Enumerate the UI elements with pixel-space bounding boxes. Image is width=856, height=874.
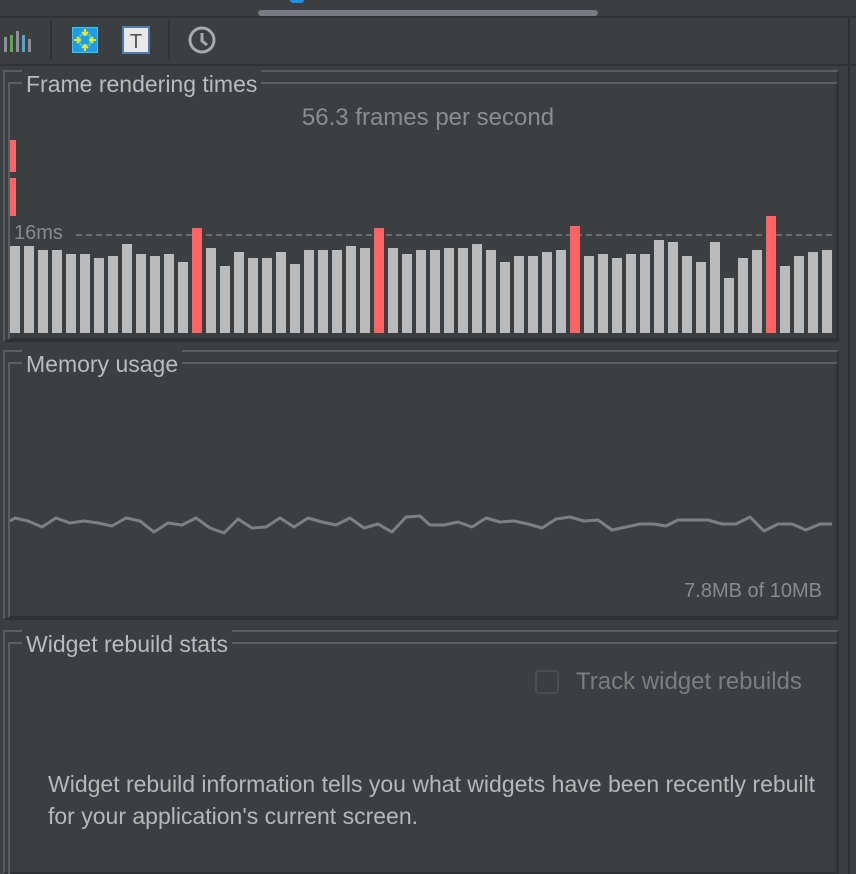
frame-bar[interactable] bbox=[556, 250, 566, 333]
frame-bar[interactable] bbox=[500, 262, 510, 333]
debug-paint-icon[interactable] bbox=[71, 26, 100, 54]
toolbar-separator bbox=[50, 20, 52, 60]
toolbar-separator bbox=[168, 20, 170, 60]
frame-bar[interactable] bbox=[808, 252, 818, 333]
frame-bar[interactable] bbox=[234, 252, 244, 333]
frame-bar[interactable] bbox=[822, 250, 832, 333]
frame-bar[interactable] bbox=[136, 254, 146, 333]
frame-bar[interactable] bbox=[290, 264, 300, 333]
frame-bar[interactable] bbox=[416, 250, 426, 333]
threshold-line bbox=[76, 234, 832, 236]
frame-bar[interactable] bbox=[486, 250, 496, 333]
frame-bar[interactable] bbox=[122, 244, 132, 333]
widget-panel-title: Widget rebuild stats bbox=[22, 630, 232, 658]
widget-panel-outline bbox=[3, 630, 839, 874]
frame-panel-outline bbox=[3, 70, 839, 342]
frame-bar[interactable] bbox=[332, 250, 342, 333]
frame-bar[interactable] bbox=[276, 252, 286, 333]
frame-bar[interactable] bbox=[248, 258, 258, 333]
frame-bar[interactable] bbox=[262, 258, 272, 333]
performance-overlay-icon[interactable] bbox=[4, 28, 32, 54]
frame-bar[interactable] bbox=[444, 248, 454, 333]
widget-rebuild-description: Widget rebuild information tells you wha… bbox=[48, 771, 816, 829]
track-widget-rebuilds-label[interactable]: Track widget rebuilds bbox=[576, 668, 802, 695]
text-baseline-icon[interactable]: T bbox=[122, 26, 150, 54]
frame-bar[interactable] bbox=[80, 254, 90, 333]
memory-panel: Memory usage bbox=[8, 350, 838, 618]
frame-bar[interactable] bbox=[458, 248, 468, 333]
frame-bar[interactable] bbox=[528, 256, 538, 333]
track-widget-rebuilds-checkbox[interactable] bbox=[535, 670, 559, 694]
memory-usage-text: 7.8MB of 10MB bbox=[684, 580, 822, 602]
frame-bar[interactable] bbox=[304, 250, 314, 333]
frame-bar[interactable] bbox=[710, 242, 720, 333]
frame-bar[interactable] bbox=[542, 252, 552, 333]
frame-bar[interactable] bbox=[668, 242, 678, 333]
frame-bar[interactable] bbox=[738, 258, 748, 333]
frame-bar[interactable] bbox=[794, 256, 804, 333]
frame-bar[interactable] bbox=[374, 228, 384, 333]
frame-bar[interactable] bbox=[346, 246, 356, 333]
frame-bar[interactable] bbox=[724, 278, 734, 333]
memory-panel-outline bbox=[3, 350, 839, 620]
frame-bar[interactable] bbox=[360, 248, 370, 333]
frame-bar[interactable] bbox=[430, 250, 440, 333]
frame-bar[interactable] bbox=[150, 256, 160, 333]
frame-bar[interactable] bbox=[178, 262, 188, 333]
top-tab-strip bbox=[0, 0, 856, 18]
frame-bar[interactable] bbox=[206, 248, 216, 333]
frame-bar[interactable] bbox=[220, 266, 230, 333]
frame-bar[interactable] bbox=[318, 250, 328, 333]
slow-animations-icon[interactable] bbox=[188, 26, 216, 54]
offscale-jank-marker bbox=[10, 178, 16, 216]
frame-bar[interactable] bbox=[192, 228, 202, 333]
frame-bar[interactable] bbox=[584, 256, 594, 333]
frame-bar[interactable] bbox=[38, 250, 48, 333]
frame-bar[interactable] bbox=[766, 216, 776, 333]
frame-bar[interactable] bbox=[752, 250, 762, 333]
frame-bar[interactable] bbox=[682, 256, 692, 333]
frame-bar[interactable] bbox=[388, 248, 398, 333]
frame-panel: Frame rendering times bbox=[8, 70, 838, 340]
frame-bar[interactable] bbox=[612, 258, 622, 333]
frame-bar[interactable] bbox=[24, 246, 34, 333]
horizontal-scrollbar[interactable] bbox=[258, 10, 598, 16]
frame-bar[interactable] bbox=[66, 254, 76, 333]
widget-panel: Widget rebuild stats bbox=[8, 630, 838, 874]
svg-text:T: T bbox=[130, 31, 142, 53]
frame-bar[interactable] bbox=[696, 262, 706, 333]
frame-bar[interactable] bbox=[780, 266, 790, 333]
frame-bar[interactable] bbox=[10, 246, 20, 333]
frame-bar[interactable] bbox=[570, 226, 580, 333]
toolbar: T bbox=[0, 18, 856, 66]
frame-bar[interactable] bbox=[514, 256, 524, 333]
frame-panel-title: Frame rendering times bbox=[22, 70, 262, 98]
frame-bar[interactable] bbox=[52, 250, 62, 333]
active-tab-indicator bbox=[290, 0, 304, 3]
frame-bar[interactable] bbox=[598, 254, 608, 333]
frame-bar[interactable] bbox=[472, 244, 482, 333]
right-splitter[interactable] bbox=[848, 16, 850, 874]
frame-bar[interactable] bbox=[402, 254, 412, 333]
frame-bar[interactable] bbox=[640, 254, 650, 333]
frame-bar[interactable] bbox=[654, 240, 664, 333]
threshold-label: 16ms bbox=[14, 222, 63, 244]
frame-bar[interactable] bbox=[108, 256, 118, 333]
offscale-jank-marker bbox=[10, 140, 16, 172]
frame-bar[interactable] bbox=[164, 254, 174, 333]
frame-bar[interactable] bbox=[626, 254, 636, 333]
frame-bar[interactable] bbox=[94, 258, 104, 333]
fps-text: 56.3 frames per second bbox=[301, 104, 555, 131]
memory-panel-title: Memory usage bbox=[22, 350, 183, 378]
